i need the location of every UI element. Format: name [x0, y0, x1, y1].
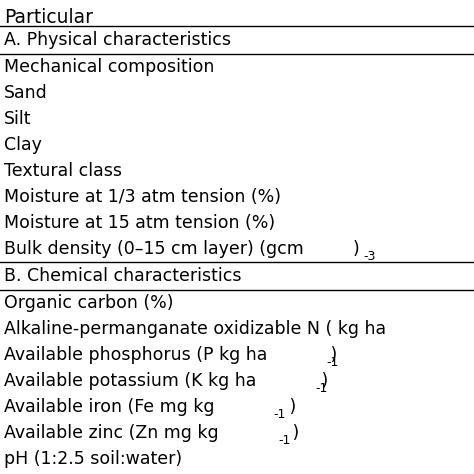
Text: ): ) [316, 372, 328, 390]
Text: Alkaline-permanganate oxidizable N ( kg ha: Alkaline-permanganate oxidizable N ( kg … [4, 320, 386, 338]
Text: Bulk density (0–15 cm layer) (gcm: Bulk density (0–15 cm layer) (gcm [4, 240, 304, 258]
Text: Particular: Particular [4, 8, 93, 27]
Text: -1: -1 [327, 356, 339, 369]
Text: ): ) [353, 240, 360, 258]
Text: Moisture at 15 atm tension (%): Moisture at 15 atm tension (%) [4, 214, 275, 232]
Text: Available zinc (Zn mg kg: Available zinc (Zn mg kg [4, 424, 219, 442]
Text: pH (1:2.5 soil:water): pH (1:2.5 soil:water) [4, 450, 182, 468]
Text: Available iron (Fe mg kg: Available iron (Fe mg kg [4, 398, 215, 416]
Text: Mechanical composition: Mechanical composition [4, 58, 214, 76]
Text: B. Chemical characteristics: B. Chemical characteristics [4, 267, 241, 285]
Text: ): ) [325, 346, 337, 364]
Text: ): ) [284, 398, 296, 416]
Text: -1: -1 [278, 434, 291, 447]
Text: Textural class: Textural class [4, 162, 122, 180]
Text: Sand: Sand [4, 84, 48, 102]
Text: Organic carbon (%): Organic carbon (%) [4, 294, 173, 312]
Text: Moisture at 1/3 atm tension (%): Moisture at 1/3 atm tension (%) [4, 188, 281, 206]
Text: A. Physical characteristics: A. Physical characteristics [4, 31, 231, 49]
Text: Clay: Clay [4, 136, 42, 154]
Text: -1: -1 [316, 382, 328, 395]
Text: ): ) [287, 424, 299, 442]
Text: -3: -3 [363, 250, 375, 263]
Text: Silt: Silt [4, 110, 31, 128]
Text: Available potassium (K kg ha: Available potassium (K kg ha [4, 372, 256, 390]
Text: -1: -1 [274, 408, 286, 421]
Text: Available phosphorus (P kg ha: Available phosphorus (P kg ha [4, 346, 267, 364]
